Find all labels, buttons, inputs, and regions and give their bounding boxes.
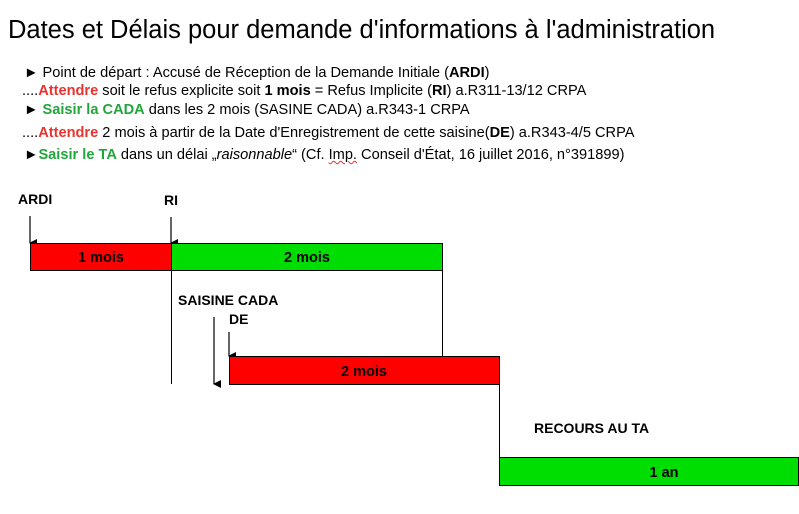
- bar-2-mois-cada-label: 2 mois: [284, 250, 330, 266]
- step-line-5: ►Saisir le TA dans un délai „raisonnable…: [24, 146, 624, 164]
- line-fragment: Attendre: [38, 125, 99, 141]
- line-fragment: Attendre: [38, 83, 99, 99]
- line-fragment: = Refus Implicite (: [310, 83, 432, 99]
- step-line-4: ....Attendre 2 mois à partir de la Date …: [22, 124, 634, 142]
- marker-ri-label: RI: [164, 192, 178, 208]
- marker-saisine-cada-label: SAISINE CADA: [178, 292, 278, 308]
- page-title: Dates et Délais pour demande d'informati…: [8, 16, 716, 44]
- bar-2-mois-cada: [171, 243, 443, 271]
- bullet-marker: ►: [24, 147, 39, 163]
- line-fragment: ): [484, 65, 490, 81]
- line-fragment: ) a.R343-4/5 CRPA: [509, 125, 635, 141]
- line-fragment: RI: [431, 83, 447, 99]
- line-fragment: 2 mois à partir de la Date d'Enregistrem…: [98, 125, 490, 141]
- bullet-marker: ....: [22, 83, 39, 99]
- bullet-marker: ►: [24, 102, 43, 118]
- step-line-2: ....Attendre soit le refus explicite soi…: [22, 82, 586, 100]
- line-fragment: dans un délai „: [116, 147, 217, 163]
- bullet-marker: ....: [22, 125, 39, 141]
- bar-1-mois: [30, 243, 172, 271]
- marker-ardi-label: ARDI: [18, 191, 52, 207]
- line-fragment: Saisir la CADA: [42, 102, 145, 118]
- bar-2-mois-de: [229, 356, 500, 385]
- line-fragment: “ (Cf.: [292, 147, 329, 163]
- bar-1-mois-label: 1 mois: [78, 250, 124, 266]
- line-fragment: 1 mois: [264, 83, 311, 99]
- line-fragment: raisonnable: [216, 147, 293, 163]
- line-fragment: Point de départ : Accusé de Réception de…: [42, 65, 449, 81]
- bullet-marker: ►: [24, 65, 43, 81]
- line-fragment: Imp.: [328, 147, 357, 163]
- bar-1-an: [499, 457, 799, 486]
- line-fragment: ARDI: [448, 65, 485, 81]
- line-fragment: dans les 2 mois (SASINE CADA) a.R343-1 C…: [144, 102, 470, 118]
- marker-de-label: DE: [229, 311, 248, 327]
- step-line-3: ► Saisir la CADA dans les 2 mois (SASINE…: [24, 101, 470, 119]
- line-fragment: Conseil d'État, 16 juillet 2016, n°39189…: [357, 147, 625, 163]
- line-fragment: soit le refus explicite soit: [98, 83, 265, 99]
- line-fragment: ) a.R311-13/12 CRPA: [446, 83, 587, 99]
- line-fragment: DE: [489, 125, 510, 141]
- line-fragment: Saisir le TA: [38, 147, 117, 163]
- marker-recours-ta-label: RECOURS AU TA: [534, 420, 649, 436]
- bar-1-an-label: 1 an: [649, 465, 678, 481]
- bar-2-mois-de-label: 2 mois: [341, 364, 387, 380]
- step-line-1: ► Point de départ : Accusé de Réception …: [24, 64, 490, 82]
